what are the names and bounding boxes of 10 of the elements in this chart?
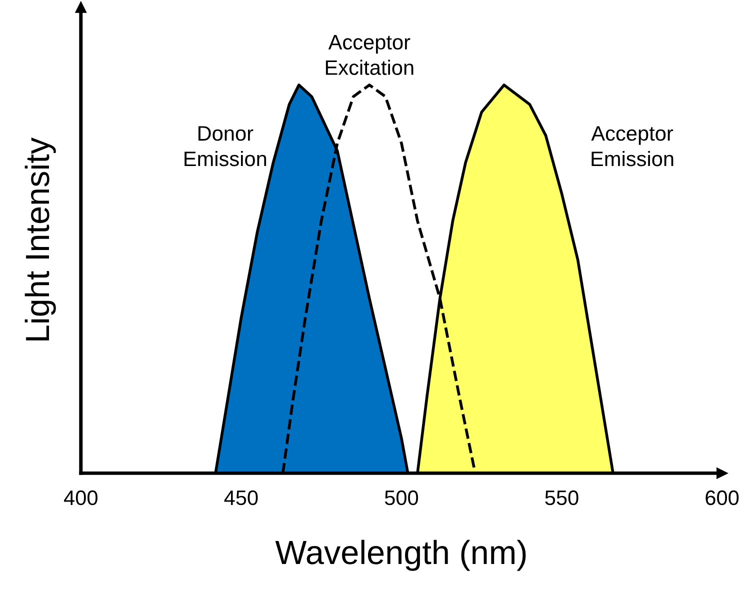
series-label: Donor Emission	[184, 126, 266, 166]
series-label: Acceptor Emission	[591, 126, 674, 166]
y-axis-title: Light Intensity	[24, 137, 56, 340]
x-tick-label: 400	[64, 490, 98, 506]
x-tick-label: 450	[224, 490, 258, 506]
x-tick-label: 500	[384, 490, 418, 506]
series-label: Acceptor Excitation	[326, 35, 414, 76]
x-axis-title: Wavelength (nm)	[275, 540, 526, 571]
x-tick-label: 600	[706, 490, 739, 506]
x-tick-label: 550	[545, 490, 578, 506]
